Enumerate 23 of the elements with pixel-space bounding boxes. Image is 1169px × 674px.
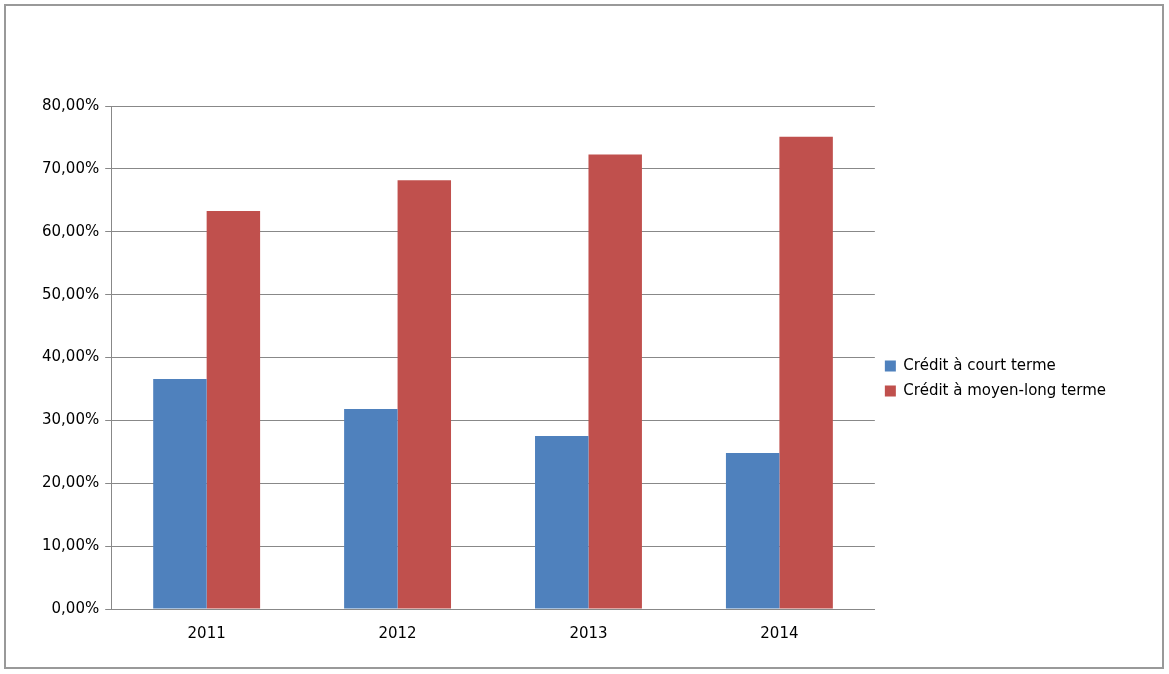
- legend-label: Crédit à court terme: [903, 355, 1056, 374]
- bar: [725, 453, 780, 609]
- x-tick-label: 2013: [569, 623, 608, 642]
- y-tick-label: 40,00%: [41, 347, 100, 366]
- y-tick-label: 60,00%: [41, 221, 100, 240]
- y-tick-label: 20,00%: [41, 473, 100, 492]
- y-tick-label: 10,00%: [41, 536, 100, 555]
- x-tick-label: 2014: [760, 623, 799, 642]
- x-tick-label: 2011: [187, 623, 226, 642]
- x-tick-label: 2012: [378, 623, 417, 642]
- y-tick-label: 70,00%: [41, 158, 100, 177]
- bar: [344, 409, 398, 609]
- y-tick-label: 80,00%: [41, 95, 100, 114]
- bar: [588, 154, 642, 609]
- bar: [535, 436, 589, 609]
- y-tick-label: 30,00%: [41, 410, 100, 429]
- bar: [206, 211, 261, 609]
- y-tick-label: 50,00%: [41, 284, 100, 303]
- bar: [779, 136, 833, 609]
- y-tick-label: 0,00%: [51, 598, 100, 617]
- legend-label: Crédit à moyen-long terme: [903, 380, 1107, 399]
- bar: [153, 378, 207, 609]
- bar: [397, 180, 452, 609]
